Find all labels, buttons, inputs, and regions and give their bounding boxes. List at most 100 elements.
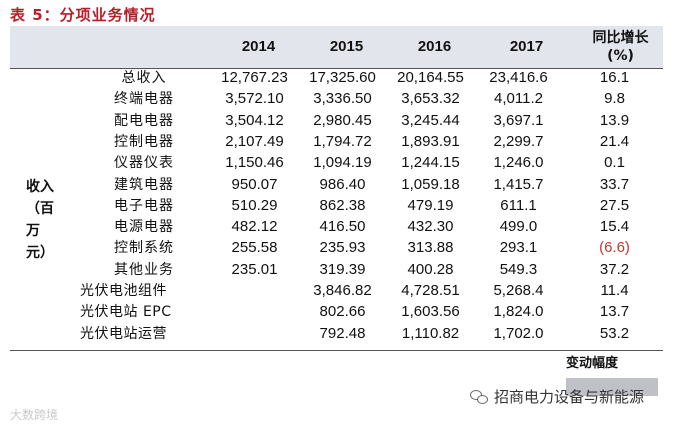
cell-2016: 1,244.15 <box>401 154 460 172</box>
cell-2017: 611.1 <box>500 196 537 214</box>
table-row: 配电电器 3,504.12 2,980.45 3,245.44 3,697.1 13.9 <box>0 110 685 132</box>
watermark-right-text: 招商电力设备与新能源 <box>494 388 645 406</box>
cell-growth: 11.4 <box>600 282 629 299</box>
cell-growth: 21.4 <box>599 132 630 150</box>
cell-2015: 802.66 <box>319 303 366 321</box>
cell-2017: 1,824.0 <box>493 303 544 321</box>
cell-2014: 950.07 <box>231 175 278 193</box>
cell-2014: 1,150.46 <box>225 154 284 172</box>
cell-2015: 2,980.45 <box>313 111 372 129</box>
cell-2015: 862.38 <box>319 196 366 214</box>
cell-2017: 1,246.0 <box>493 154 544 172</box>
row-category: 建筑电器 <box>114 176 174 193</box>
table-row: 总收入 12,767.23 17,325.60 20,164.55 23,416.6 16… <box>0 67 685 89</box>
cell-growth: 33.7 <box>599 175 630 193</box>
row-category: 配电电器 <box>114 112 174 129</box>
cell-2015: 1,094.19 <box>313 154 372 172</box>
cell-growth: 9.8 <box>604 90 625 108</box>
cell-2017: 2,299.7 <box>493 132 544 150</box>
row-category: 总收入 <box>121 70 167 86</box>
footnote: 变动幅度 <box>566 356 619 371</box>
cell-2015: 3,846.82 <box>313 282 372 299</box>
cell-2015: 986.40 <box>319 175 366 193</box>
table-row: 电源电器 482.12 416.50 432.30 499.0 15.4 <box>0 216 685 238</box>
cell-2014: 3,572.10 <box>225 90 284 108</box>
cell-2017: 3,697.1 <box>493 111 544 129</box>
table-header: 2014 2015 2016 2017 同比增长 (%) <box>10 26 663 68</box>
cell-growth: (6.6) <box>599 239 630 257</box>
cell-2017: 4,011.2 <box>494 90 543 108</box>
header-year-2014: 2014 <box>241 38 276 55</box>
row-category: 电源电器 <box>114 219 174 236</box>
table-row: 仪器仪表 1,150.46 1,094.19 1,244.15 1,246.0 0.1 <box>0 152 685 174</box>
cell-growth: 15.4 <box>599 218 630 236</box>
table-row: 控制电器 2,107.49 1,794.72 1,893.91 2,299.7 21.4 <box>0 131 685 153</box>
watermark-right: 招商电力设备与新能源 <box>470 386 644 407</box>
wechat-icon <box>470 389 488 404</box>
side-label-line1: 收入 <box>26 179 54 195</box>
cell-growth: 27.5 <box>599 196 630 214</box>
table-row: 光伏电池组件 3,846.82 4,728.51 5,268.4 11.4 <box>0 280 685 302</box>
cell-2015: 416.50 <box>319 218 366 236</box>
cell-2016: 4,728.51 <box>401 282 460 299</box>
cell-2016: 1,603.56 <box>401 303 460 321</box>
cell-2017: 549.3 <box>499 260 538 278</box>
cell-growth: 16.1 <box>599 69 630 86</box>
table-row: 其他业务 235.01 319.39 400.28 549.3 37.2 <box>0 259 685 281</box>
cell-2014: 12,767.23 <box>221 69 288 86</box>
cell-2014: 255.58 <box>231 239 278 257</box>
cell-2015: 1,794.72 <box>313 132 372 150</box>
cell-2016: 313.88 <box>407 239 454 257</box>
table-title: 表 5：分项业务情况 <box>10 6 156 24</box>
cell-2017: 5,268.4 <box>493 282 544 299</box>
cell-2017: 1,702.0 <box>493 324 544 342</box>
cell-2017: 293.1 <box>499 239 538 257</box>
cell-2016: 400.28 <box>407 260 454 278</box>
cell-growth: 13.7 <box>599 303 630 321</box>
header-growth: 同比增长 (%) <box>578 26 663 71</box>
cell-2017: 1,415.7 <box>493 175 544 193</box>
table-row: 终端电器 3,572.10 3,336.50 3,653.32 4,011.2 9.8 <box>0 88 685 110</box>
header-year-2016: 2016 <box>417 38 452 55</box>
cell-2014: 235.01 <box>231 260 278 278</box>
table-row: 光伏电站 EPC 802.66 1,603.56 1,824.0 13.7 <box>0 301 685 323</box>
row-category: 光伏电站 EPC <box>80 304 172 321</box>
header-divider <box>10 68 663 69</box>
cell-2014: 2,107.49 <box>225 132 284 150</box>
cell-growth: 0.1 <box>604 154 625 172</box>
cell-2016: 1,110.82 <box>401 324 460 342</box>
cell-2014: 482.12 <box>231 218 278 236</box>
cell-2015: 17,325.60 <box>309 69 376 86</box>
cell-2016: 1,059.18 <box>401 175 460 193</box>
gray-bar <box>566 378 658 396</box>
cell-growth: 37.2 <box>599 260 630 278</box>
cell-2015: 235.93 <box>319 239 366 257</box>
row-category: 仪器仪表 <box>114 155 174 172</box>
cell-growth: 53.2 <box>599 324 630 342</box>
cell-2015: 3,336.50 <box>313 90 372 108</box>
side-label-line3: 元） <box>26 245 54 261</box>
row-category: 终端电器 <box>114 91 174 108</box>
side-label: 收入 （百万 元） <box>26 176 66 264</box>
cell-growth: 13.9 <box>599 111 630 129</box>
table-row: 控制系统 255.58 235.93 313.88 293.1 (6.6) <box>0 237 685 259</box>
row-category: 控制系统 <box>114 240 174 257</box>
header-growth-line1: 同比增长 <box>592 30 649 46</box>
header-year-2017: 2017 <box>509 38 544 55</box>
header-growth-line2: (%) <box>607 48 634 64</box>
cell-2016: 3,653.32 <box>401 90 460 108</box>
watermark-left: 大数跨境 <box>10 408 59 422</box>
row-category: 控制电器 <box>114 133 174 150</box>
row-category: 电子电器 <box>114 197 174 214</box>
row-category: 其他业务 <box>114 261 174 278</box>
table-row: 建筑电器 950.07 986.40 1,059.18 1,415.7 33.7 <box>0 174 685 196</box>
cell-2017: 499.0 <box>499 218 538 236</box>
cell-2015: 792.48 <box>319 324 366 342</box>
cell-2016: 1,893.91 <box>401 132 460 150</box>
row-category: 光伏电池组件 <box>80 283 167 299</box>
cell-2016: 20,164.55 <box>397 69 464 86</box>
cell-2015: 319.39 <box>319 260 366 278</box>
cell-2016: 432.30 <box>407 218 454 236</box>
header-year-2015: 2015 <box>329 38 364 55</box>
cell-2016: 479.19 <box>407 196 454 214</box>
